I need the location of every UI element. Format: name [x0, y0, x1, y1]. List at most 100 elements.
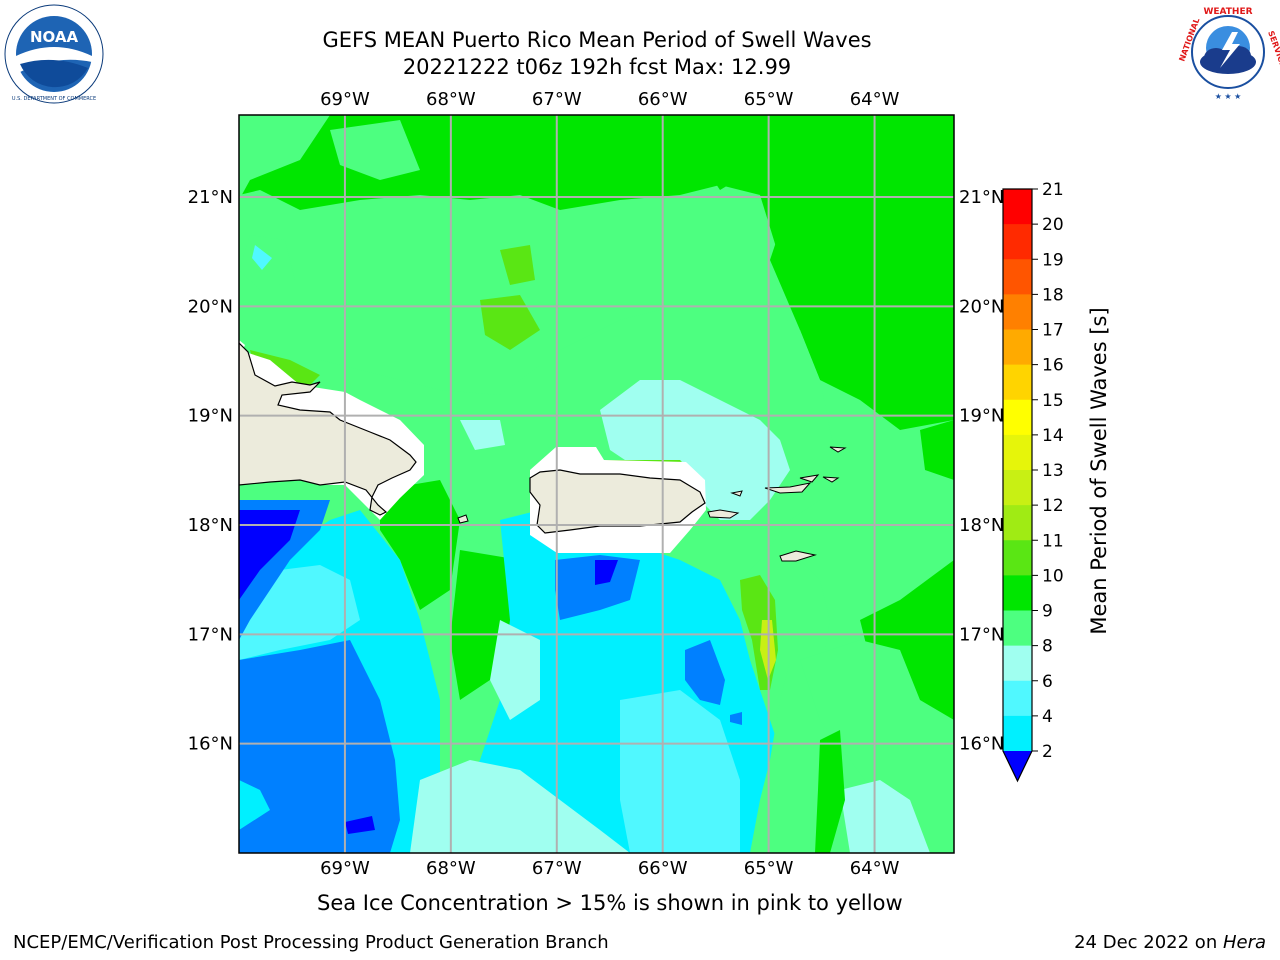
noaa-logo-icon: NOAA U.S. DEPARTMENT OF COMMERCE [4, 4, 104, 104]
lon-label-bottom: 65°W [744, 858, 794, 879]
lon-label-top: 67°W [532, 89, 582, 110]
colorbar-segment [1003, 434, 1032, 471]
field-n-patch [330, 120, 420, 180]
colorbar-tick-label: 12 [1042, 496, 1064, 516]
colorbar-tick-label: 10 [1042, 566, 1064, 586]
field-9-10s-se [800, 640, 954, 853]
virgin-gorda [799, 474, 820, 483]
gridlines [239, 115, 954, 853]
colorbar-segment [1003, 259, 1032, 295]
colorbar-tick-label: 13 [1042, 461, 1064, 481]
lon-label-top: 64°W [850, 89, 900, 110]
colorbar-segment [1003, 224, 1032, 260]
small-island [822, 476, 840, 483]
lon-label-top: 66°W [638, 89, 688, 110]
lat-label-left: 21°N [188, 187, 233, 208]
lat-labels-left: 21°N 20°N 19°N 18°N 17°N 16°N [188, 187, 233, 755]
footer-date: 24 Dec 2022 on Hera [1074, 932, 1266, 953]
colorbar-tick-label: 8 [1042, 637, 1053, 657]
colorbar-tick-label: 19 [1042, 250, 1064, 270]
colorbar-segment [1003, 294, 1032, 330]
colorbar-segment [1003, 645, 1032, 682]
colorbar-segment [1003, 470, 1032, 506]
colorbar-segment [1003, 680, 1032, 717]
colorbar-tick-label: 21 [1042, 180, 1064, 200]
field-10-11s-se-strip [815, 730, 845, 853]
hispaniola-land [239, 342, 417, 516]
st-croix [779, 550, 817, 562]
field-patch-b [252, 245, 272, 270]
anegada [829, 446, 847, 453]
lat-label-right: 16°N [959, 734, 1004, 755]
colorbar-tick-label: 17 [1042, 321, 1064, 341]
colorbar-segment [1003, 610, 1032, 647]
culebra-island [730, 490, 743, 497]
field-2-4s-south-pr [555, 555, 640, 620]
lon-label-top: 68°W [426, 89, 476, 110]
chart-title: GEFS MEAN Puerto Rico Mean Period of Swe… [322, 28, 872, 52]
svg-text:U.S. DEPARTMENT OF COMMERCE: U.S. DEPARTMENT OF COMMERCE [12, 96, 96, 102]
lon-label-top: 65°W [744, 89, 794, 110]
colorbar-segment [1003, 575, 1032, 611]
lon-label-bottom: 64°W [850, 858, 900, 879]
vieques-island [707, 509, 740, 519]
field-2-4s-sw2 [300, 680, 380, 780]
lat-label-left: 17°N [188, 624, 233, 645]
lat-label-left: 18°N [188, 515, 233, 536]
field-8-9s-se [840, 780, 930, 853]
field-under-2s-south-pr [595, 560, 618, 585]
svg-text:★ ★ ★: ★ ★ ★ [1215, 92, 1242, 101]
field-9-10s-east [740, 560, 830, 853]
colorbar-label: Mean Period of Swell Waves [s] [1087, 307, 1111, 634]
footer-date-text: 24 Dec 2022 on [1074, 932, 1223, 953]
field-under-2s-west [239, 510, 300, 600]
colorbar-outline [1002, 188, 1033, 783]
puerto-rico-land [529, 469, 706, 534]
lat-label-right: 17°N [959, 624, 1004, 645]
colorbar-tick-label: 4 [1042, 707, 1053, 727]
lon-labels-top: 69°W 68°W 67°W 66°W 65°W 64°W [320, 89, 900, 110]
colorbar-tick-label: 6 [1042, 672, 1053, 692]
colorbar-segment [1003, 540, 1032, 576]
colorbar-tick-label: 16 [1042, 356, 1064, 376]
colorbar-extend-arrow [1003, 751, 1032, 781]
field-nw-9-10s [239, 115, 330, 200]
map-frame [238, 114, 955, 854]
colorbar-segment [1003, 364, 1032, 401]
colorbar-segment [1003, 399, 1032, 436]
lon-labels-bottom: 69°W 68°W 67°W 66°W 65°W 64°W [320, 858, 900, 879]
colorbar-tick-label: 11 [1042, 531, 1064, 551]
field-11-12s-patch [480, 295, 540, 350]
chart-subtitle: 20221222 t06z 192h fcst Max: 12.99 [402, 55, 792, 79]
lat-label-right: 20°N [959, 296, 1004, 317]
lat-label-left: 16°N [188, 734, 233, 755]
lon-label-bottom: 69°W [320, 858, 370, 879]
field-10-11s-ne [920, 420, 954, 480]
colorbar-segment [1003, 329, 1032, 366]
footer-host: Hera [1222, 932, 1266, 953]
colorbar-segment [1003, 715, 1032, 752]
lat-label-right: 21°N [959, 187, 1004, 208]
field-north-10-11s [239, 115, 954, 380]
colorbar-segment [1003, 189, 1032, 225]
field-under-2s-sw [345, 816, 375, 834]
field-8-9s-south [410, 760, 630, 853]
colorbar-tick-label: 20 [1042, 215, 1064, 235]
lon-label-top: 69°W [320, 89, 370, 110]
footer-branch: NCEP/EMC/Verification Post Processing Pr… [13, 932, 609, 953]
lat-label-right: 18°N [959, 515, 1004, 536]
swell-period-field [239, 115, 954, 853]
colorbar-tick-label: 14 [1042, 426, 1064, 446]
field-6-8s-south [620, 690, 740, 853]
lon-label-bottom: 67°W [532, 858, 582, 879]
field-2-4s-dot [730, 712, 742, 725]
colorbar-tick-label: 15 [1042, 391, 1064, 411]
field-lobe-1 [380, 480, 460, 610]
colorbar-segment [1003, 505, 1032, 541]
field-8-9s-small [460, 420, 505, 450]
sea-ice-caption: Sea Ice Concentration > 15% is shown in … [317, 891, 903, 915]
mona-island [457, 514, 469, 524]
colorbar-tick-label: 18 [1042, 285, 1064, 305]
nws-logo-icon: WEATHER NATIONAL SERVICE ★ ★ ★ [1177, 4, 1280, 101]
